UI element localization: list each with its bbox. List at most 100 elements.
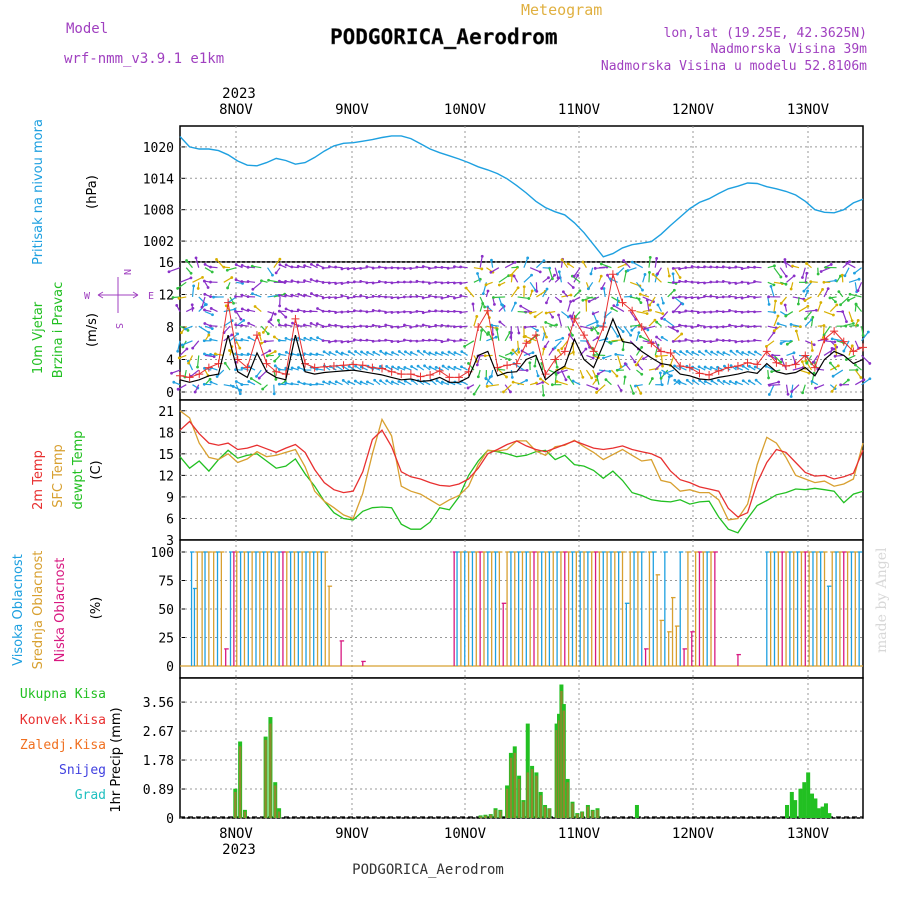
wind-arrow — [629, 384, 635, 394]
wind-arrowhead — [542, 259, 546, 263]
wind-arrowhead — [309, 383, 312, 387]
wind-arrowhead — [735, 349, 739, 353]
wind-gust-mark — [580, 331, 589, 340]
wind-arrowhead — [696, 339, 700, 342]
wind-arrowhead — [703, 294, 706, 298]
wind-arrowhead — [595, 391, 598, 394]
wind-arrowhead — [202, 339, 206, 343]
wind-arrowhead — [722, 351, 726, 355]
wind-arrowhead — [309, 336, 313, 340]
wind-arrowhead — [223, 361, 227, 365]
wind-arrowhead — [434, 365, 438, 369]
wind-arrowhead — [371, 308, 375, 312]
precip-total-bar — [810, 793, 815, 818]
wind-arrow — [504, 261, 516, 269]
wind-arrowhead — [639, 301, 643, 305]
wind-arrowhead — [550, 383, 554, 387]
wind-arrowhead — [672, 288, 676, 292]
ytick-temperature-5: 6 — [166, 512, 174, 527]
wind-arrowhead — [834, 279, 838, 282]
wind-arrowhead — [354, 350, 357, 353]
wind-arrowhead — [340, 282, 344, 285]
wind-arrow — [832, 369, 844, 377]
wind-arrowhead — [653, 318, 657, 322]
wind-arrowhead — [428, 365, 432, 369]
wind-arrowhead — [346, 296, 350, 300]
wind-arrowhead — [646, 328, 650, 332]
wind-arrowhead — [709, 294, 713, 298]
wind-arrowhead — [232, 301, 235, 305]
wind-arrow — [479, 296, 486, 308]
wind-arrow — [588, 296, 600, 302]
wind-gust-mark — [531, 331, 540, 340]
precip-total-bar — [802, 782, 807, 818]
wind-gust-mark — [281, 370, 290, 379]
wind-gust-mark — [733, 362, 742, 370]
precip-side-labels: Ukupna Kisa Konvek.Kisa Zaledj.Kisa Snij… — [20, 687, 124, 813]
wind-arrowhead — [396, 340, 400, 344]
precip-total-bar — [820, 806, 825, 818]
legend-conv-rain: Konvek.Kisa — [20, 713, 106, 728]
wind-arrowhead — [678, 295, 681, 299]
wind-arrowhead — [359, 279, 363, 283]
wind-arrowhead — [567, 375, 570, 379]
wind-arrowhead — [709, 340, 713, 343]
wind-arrowhead — [734, 380, 738, 384]
precip-conv-bar — [494, 809, 497, 818]
wind-arrowhead — [528, 361, 532, 365]
wind-arrow — [468, 363, 475, 371]
wind-arrow — [857, 282, 863, 291]
wind-arrowhead — [643, 273, 647, 276]
wind-arrowhead — [536, 329, 539, 332]
wind-arrow — [542, 384, 545, 396]
wind-arrowhead — [315, 322, 319, 326]
wind-gust-mark — [762, 347, 771, 356]
wind-arrowhead — [569, 293, 573, 297]
wind-arrowhead — [251, 287, 255, 291]
wind-arrowhead — [839, 383, 843, 387]
wind-arrowhead — [428, 266, 431, 270]
wind-arrow — [490, 267, 500, 273]
wind-gust-mark — [291, 314, 300, 323]
wind-arrowhead — [717, 378, 720, 382]
wind-arrowhead — [265, 354, 269, 358]
wind-arrowhead — [772, 329, 776, 333]
wind-arrow — [548, 267, 554, 279]
wind-arrowhead — [303, 336, 307, 340]
wind-arrowhead — [715, 338, 719, 342]
wind-arrowhead — [186, 328, 190, 332]
wind-arrowhead — [384, 338, 388, 342]
wind-arrow — [849, 293, 862, 298]
wind-arrowhead — [509, 273, 513, 277]
wind-arrowhead — [545, 287, 549, 291]
wind-arrow — [823, 325, 831, 336]
precip-conv-bar — [243, 811, 247, 818]
wind-gust-mark — [262, 359, 271, 368]
wind-arrowhead — [335, 350, 339, 354]
wind-arrowhead — [560, 258, 564, 262]
ytick-precip-0: 3.56 — [143, 696, 174, 711]
ytick-temperature-2: 15 — [158, 448, 174, 463]
wind-arrowhead — [415, 309, 419, 313]
wind-arrowhead — [678, 276, 682, 279]
wind-arrowhead — [660, 335, 664, 339]
wind-gust-mark — [656, 347, 665, 356]
wind-arrowhead — [274, 271, 278, 275]
ytick-wind-2: 8 — [166, 321, 174, 336]
wind-arrowhead — [284, 279, 288, 283]
ytick-temperature-0: 21 — [158, 405, 174, 420]
wind-arrowhead — [773, 310, 777, 314]
wind-arrowhead — [661, 364, 664, 368]
wind-arrowhead — [531, 351, 535, 355]
wind-arrowhead — [770, 370, 774, 374]
wind-arrowhead — [645, 312, 649, 316]
temp2m-label: 2m Temp — [31, 450, 46, 510]
wind-arrowhead — [595, 374, 599, 378]
precip-total-bar — [827, 813, 832, 818]
wind-arrowhead — [703, 325, 706, 329]
wind-arrowhead — [446, 294, 450, 298]
wind-arrowhead — [203, 263, 207, 266]
wind-arrow — [523, 257, 529, 268]
wind-arrow — [542, 325, 548, 338]
wind-arrowhead — [690, 265, 694, 268]
